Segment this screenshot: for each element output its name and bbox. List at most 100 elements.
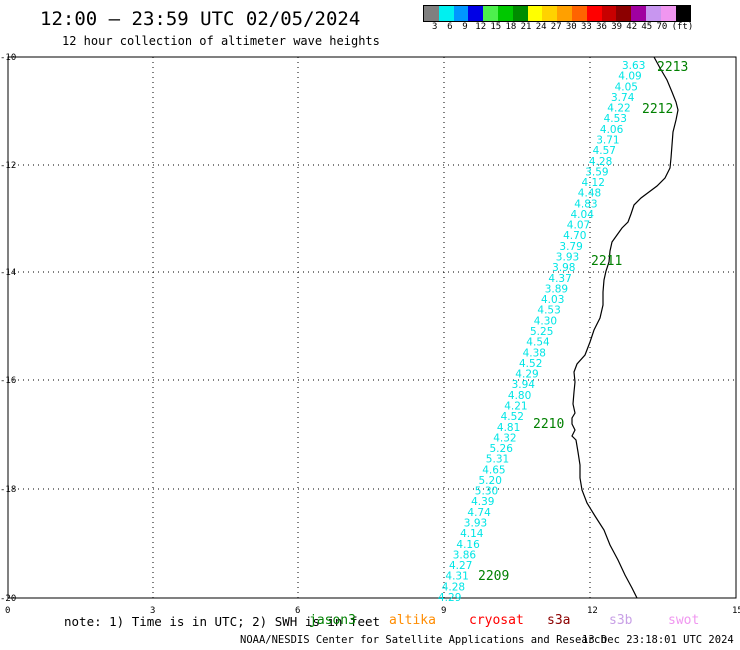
- wave-height-label: 3.63: [622, 60, 645, 72]
- x-tick-label: 0: [5, 606, 10, 616]
- scale-swatch: [645, 6, 661, 21]
- y-tick-label: -12: [0, 161, 16, 171]
- wave-height-label: 4.31: [445, 571, 468, 583]
- scale-swatch: [586, 6, 602, 21]
- wave-height-label: 4.28: [442, 581, 465, 593]
- scale-label: 39: [611, 22, 623, 32]
- page-subtitle: 12 hour collection of altimeter wave hei…: [62, 34, 380, 48]
- scale-swatch: [616, 6, 632, 21]
- footer-note: note: 1) Time is in UTC; 2) SWH is in fe…: [64, 614, 381, 629]
- scale-label: 42: [626, 22, 638, 32]
- x-tick-label: 3: [150, 606, 155, 616]
- wave-height-label: 4.14: [460, 528, 484, 540]
- satellite-legend-item: altika: [389, 613, 436, 628]
- scale-swatch: [527, 6, 543, 21]
- scale-label: 9: [462, 22, 468, 32]
- wave-height-label: 3.89: [545, 283, 568, 295]
- scale-swatch: [601, 6, 617, 21]
- scale-swatch: [497, 6, 513, 21]
- wave-height-label: 4.12: [582, 177, 605, 189]
- wave-height-label: 4.16: [456, 539, 480, 551]
- wave-height-label: 4.70: [563, 230, 586, 242]
- wave-height-label: 4.37: [548, 273, 571, 285]
- scale-swatch: [660, 6, 676, 21]
- scale-swatch: [557, 6, 572, 21]
- wave-height-label: 4.48: [578, 188, 601, 200]
- footer-timestamp: 13 Dec 23:18:01 UTC 2024: [582, 634, 734, 646]
- wave-height-label: 4.57: [593, 145, 616, 157]
- pass-number-label: 2209: [478, 569, 509, 584]
- wave-height-label: 4.04: [571, 209, 595, 221]
- wave-height-label: 4.80: [508, 390, 531, 402]
- wave-height-label: 4.07: [567, 220, 590, 232]
- wave-height-color-scale: [423, 5, 692, 22]
- wave-height-label: 5.25: [530, 326, 553, 338]
- satellite-legend-item: cryosat: [469, 613, 524, 628]
- wave-height-label: 4.03: [541, 294, 564, 306]
- wave-height-label: 4.28: [589, 156, 612, 168]
- scale-swatch: [468, 6, 484, 21]
- wave-height-label: 4.83: [574, 198, 597, 210]
- x-tick-label: 6: [295, 606, 300, 616]
- wave-height-label: 4.65: [482, 464, 505, 476]
- map-frame: [7, 56, 737, 599]
- wave-height-label: 4.53: [537, 305, 560, 317]
- scale-label: 33: [581, 22, 592, 32]
- scale-label: 36: [596, 22, 607, 32]
- scale-label: 6: [447, 22, 453, 32]
- y-tick-label: -14: [0, 268, 16, 278]
- scale-swatch: [438, 6, 454, 21]
- satellite-legend-item: jason3: [309, 613, 356, 628]
- page-title: 12:00 – 23:59 UTC 02/05/2024: [40, 8, 361, 30]
- scale-label: 70: [656, 22, 668, 32]
- wave-height-label: 3.93: [464, 518, 487, 530]
- wave-height-label: 4.06: [600, 124, 624, 136]
- footer-credit: NOAA/NESDIS Center for Satellite Applica…: [240, 634, 607, 646]
- pass-number-label: 2213: [657, 60, 688, 75]
- wave-height-label: 4.81: [497, 422, 520, 434]
- wave-height-label: 3.59: [585, 166, 608, 178]
- scale-label: 18: [505, 22, 517, 32]
- wave-height-label: 4.52: [501, 411, 524, 423]
- wave-height-label: 3.79: [559, 241, 582, 253]
- satellite-legend-item: s3a: [547, 613, 571, 628]
- scale-swatch: [483, 6, 498, 21]
- wave-height-label: 3.98: [552, 262, 575, 274]
- satellite-legend-item: swot: [668, 613, 700, 628]
- x-tick-label: 9: [441, 606, 446, 616]
- scale-label: 45: [641, 22, 653, 32]
- wave-height-label: 4.53: [604, 113, 627, 125]
- wave-height-label: 4.22: [607, 103, 630, 115]
- pass-number-label: 2210: [533, 417, 564, 432]
- scale-label: 24: [535, 22, 547, 32]
- scale-swatch: [424, 6, 439, 21]
- coastline: [571, 56, 679, 599]
- scale-swatch: [571, 6, 587, 21]
- wave-height-label: 4.27: [449, 560, 472, 572]
- y-tick-label: -18: [0, 485, 16, 495]
- wave-height-label: 4.54: [526, 337, 550, 349]
- pass-number-label: 2212: [642, 102, 673, 117]
- x-tick-label: 12: [587, 606, 598, 616]
- wave-height-label: 4.29: [438, 592, 461, 604]
- wave-height-label: 3.94: [512, 379, 536, 391]
- scale-label: (ft): [671, 22, 694, 32]
- pass-number-label: 2211: [591, 254, 622, 269]
- wave-height-label: 5.26: [490, 443, 514, 455]
- wave-height-label: 3.93: [556, 252, 579, 264]
- wave-height-label: 4.74: [467, 507, 491, 519]
- wave-height-label: 4.30: [534, 315, 557, 327]
- wave-height-label: 4.39: [471, 496, 494, 508]
- wave-height-label: 4.05: [615, 81, 638, 93]
- wave-height-label: 5.20: [479, 475, 502, 487]
- y-tick-label: -16: [0, 376, 16, 386]
- y-tick-label: -20: [0, 594, 16, 604]
- x-tick-label: 15: [732, 606, 740, 616]
- scale-swatch: [453, 6, 469, 21]
- scale-swatch: [631, 6, 646, 21]
- wave-height-label: 4.38: [523, 347, 546, 359]
- wave-height-label: 4.29: [515, 369, 538, 381]
- wave-height-label: 3.86: [453, 549, 477, 561]
